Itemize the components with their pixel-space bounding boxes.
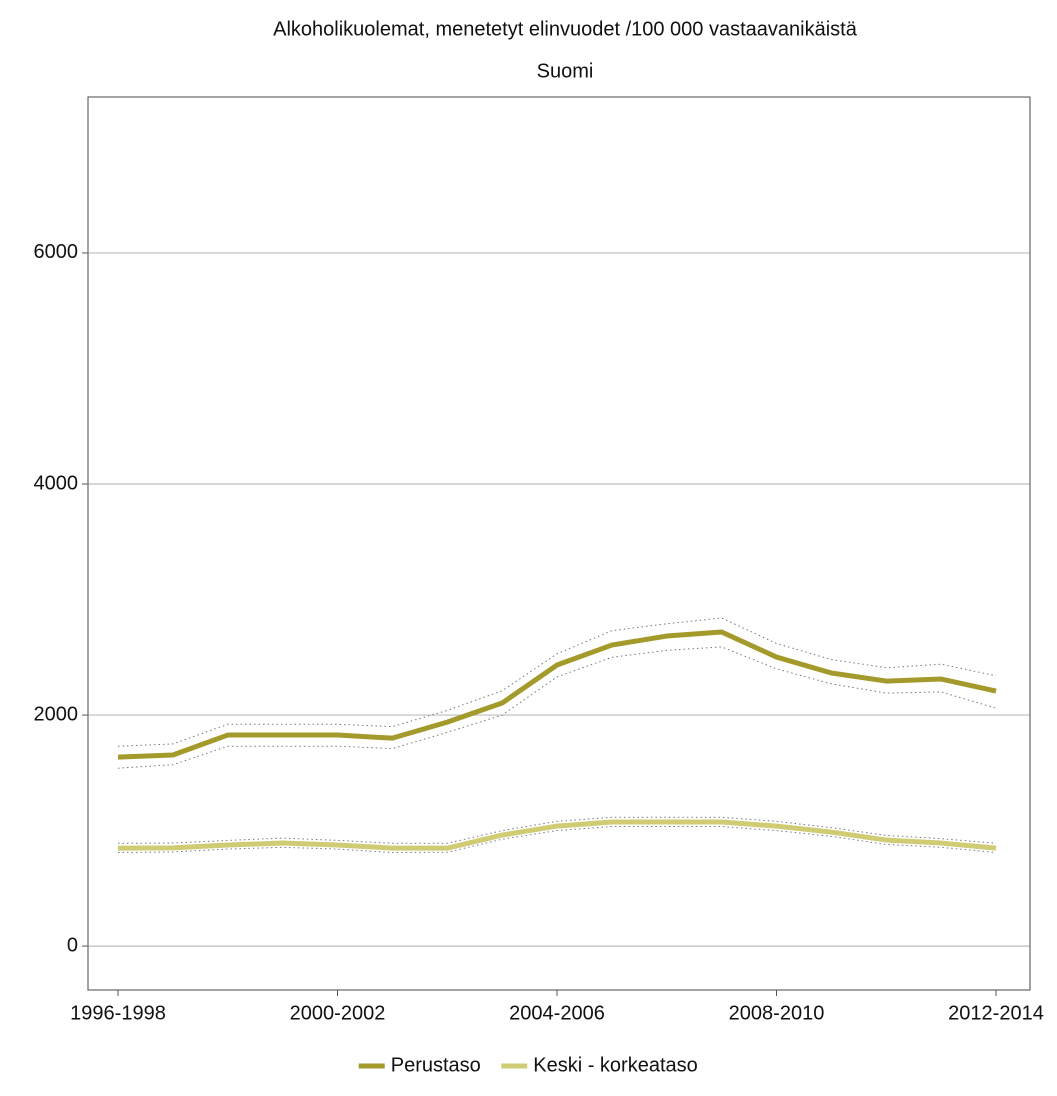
ci-line [117, 826, 997, 854]
series-line [117, 629, 997, 760]
x-tick-label: 1996-1998 [70, 1002, 166, 1024]
series-line [117, 819, 997, 851]
y-tick-label: 0 [67, 934, 78, 956]
x-tick-label: 2008-2010 [729, 1002, 825, 1024]
chart-title: Alkoholikuolemat, menetetyt elinvuodet /… [273, 18, 858, 40]
y-tick-label: 2000 [34, 703, 79, 725]
y-tick-label: 4000 [34, 472, 79, 494]
legend-label: Keski - korkeataso [533, 1054, 698, 1076]
y-tick-label: 6000 [34, 241, 79, 263]
ci-line [117, 617, 997, 747]
chart-subtitle: Suomi [537, 60, 594, 82]
ci-line [117, 646, 997, 769]
x-tick-label: 2000-2002 [290, 1002, 386, 1024]
x-tick-label: 2012-2014 [948, 1002, 1044, 1024]
ci-line [117, 816, 997, 844]
plot-frame [87, 96, 1031, 991]
x-tick-label: 2004-2006 [509, 1002, 605, 1024]
legend-label: Perustaso [391, 1054, 481, 1076]
